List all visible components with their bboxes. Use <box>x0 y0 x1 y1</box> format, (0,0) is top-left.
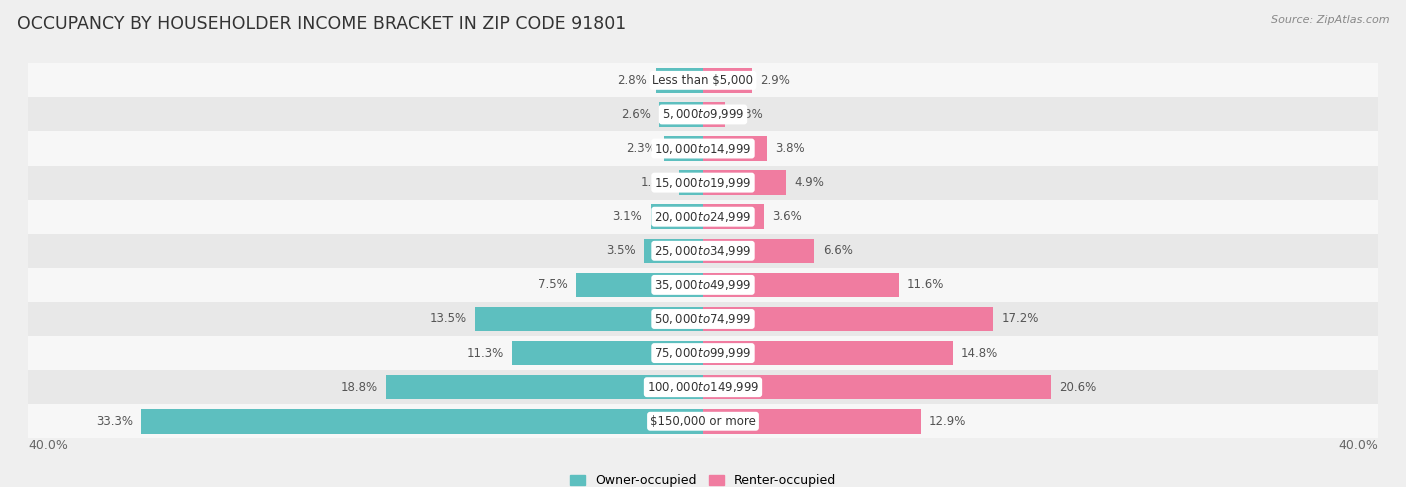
Bar <box>28 268 1378 302</box>
Text: 12.9%: 12.9% <box>929 415 966 428</box>
Bar <box>512 341 703 365</box>
Text: $100,000 to $149,999: $100,000 to $149,999 <box>647 380 759 394</box>
Bar <box>28 131 1378 166</box>
Text: 3.1%: 3.1% <box>613 210 643 223</box>
Text: $15,000 to $19,999: $15,000 to $19,999 <box>654 176 752 189</box>
Text: 40.0%: 40.0% <box>28 439 67 452</box>
Text: 13.5%: 13.5% <box>430 313 467 325</box>
Text: 17.2%: 17.2% <box>1001 313 1039 325</box>
Bar <box>28 63 1378 97</box>
Text: 2.3%: 2.3% <box>626 142 655 155</box>
Text: $75,000 to $99,999: $75,000 to $99,999 <box>654 346 752 360</box>
Text: 40.0%: 40.0% <box>1339 439 1378 452</box>
Text: $50,000 to $74,999: $50,000 to $74,999 <box>654 312 752 326</box>
Bar <box>28 234 1378 268</box>
Text: Source: ZipAtlas.com: Source: ZipAtlas.com <box>1271 15 1389 25</box>
Bar <box>644 239 703 263</box>
Text: $150,000 or more: $150,000 or more <box>650 415 756 428</box>
Bar <box>655 68 703 93</box>
Bar <box>703 239 814 263</box>
Bar <box>28 302 1378 336</box>
Bar <box>703 205 763 229</box>
Bar <box>659 102 703 127</box>
Text: Less than $5,000: Less than $5,000 <box>652 74 754 87</box>
Text: 33.3%: 33.3% <box>96 415 132 428</box>
Text: $35,000 to $49,999: $35,000 to $49,999 <box>654 278 752 292</box>
Text: 20.6%: 20.6% <box>1059 381 1097 393</box>
Bar <box>703 307 993 331</box>
Text: 3.5%: 3.5% <box>606 244 636 257</box>
Bar <box>576 273 703 297</box>
Text: 11.3%: 11.3% <box>467 347 503 359</box>
Bar <box>703 273 898 297</box>
Bar <box>703 341 953 365</box>
Bar <box>475 307 703 331</box>
Text: 2.6%: 2.6% <box>621 108 651 121</box>
Text: 1.3%: 1.3% <box>734 108 763 121</box>
Text: 3.8%: 3.8% <box>776 142 806 155</box>
Bar <box>664 136 703 161</box>
Text: 2.9%: 2.9% <box>761 74 790 87</box>
Text: $20,000 to $24,999: $20,000 to $24,999 <box>654 210 752 224</box>
Text: 14.8%: 14.8% <box>962 347 998 359</box>
Text: 11.6%: 11.6% <box>907 279 945 291</box>
Bar <box>141 409 703 433</box>
Bar <box>385 375 703 399</box>
Bar <box>703 170 786 195</box>
Bar <box>703 68 752 93</box>
Text: $10,000 to $14,999: $10,000 to $14,999 <box>654 142 752 155</box>
Text: 7.5%: 7.5% <box>538 279 568 291</box>
Text: 3.6%: 3.6% <box>772 210 801 223</box>
Text: $25,000 to $34,999: $25,000 to $34,999 <box>654 244 752 258</box>
Text: OCCUPANCY BY HOUSEHOLDER INCOME BRACKET IN ZIP CODE 91801: OCCUPANCY BY HOUSEHOLDER INCOME BRACKET … <box>17 15 626 33</box>
Bar <box>703 409 921 433</box>
Text: 6.6%: 6.6% <box>823 244 852 257</box>
Text: 1.4%: 1.4% <box>641 176 671 189</box>
Bar <box>679 170 703 195</box>
Text: $5,000 to $9,999: $5,000 to $9,999 <box>662 108 744 121</box>
Bar <box>703 136 768 161</box>
Bar <box>703 375 1050 399</box>
Bar <box>651 205 703 229</box>
Bar <box>28 404 1378 438</box>
Text: 18.8%: 18.8% <box>340 381 377 393</box>
Bar <box>703 102 725 127</box>
Bar <box>28 370 1378 404</box>
Bar <box>28 200 1378 234</box>
Bar <box>28 97 1378 131</box>
Text: 4.9%: 4.9% <box>794 176 824 189</box>
Text: 2.8%: 2.8% <box>617 74 647 87</box>
Bar <box>28 336 1378 370</box>
Legend: Owner-occupied, Renter-occupied: Owner-occupied, Renter-occupied <box>565 469 841 487</box>
Bar <box>28 166 1378 200</box>
